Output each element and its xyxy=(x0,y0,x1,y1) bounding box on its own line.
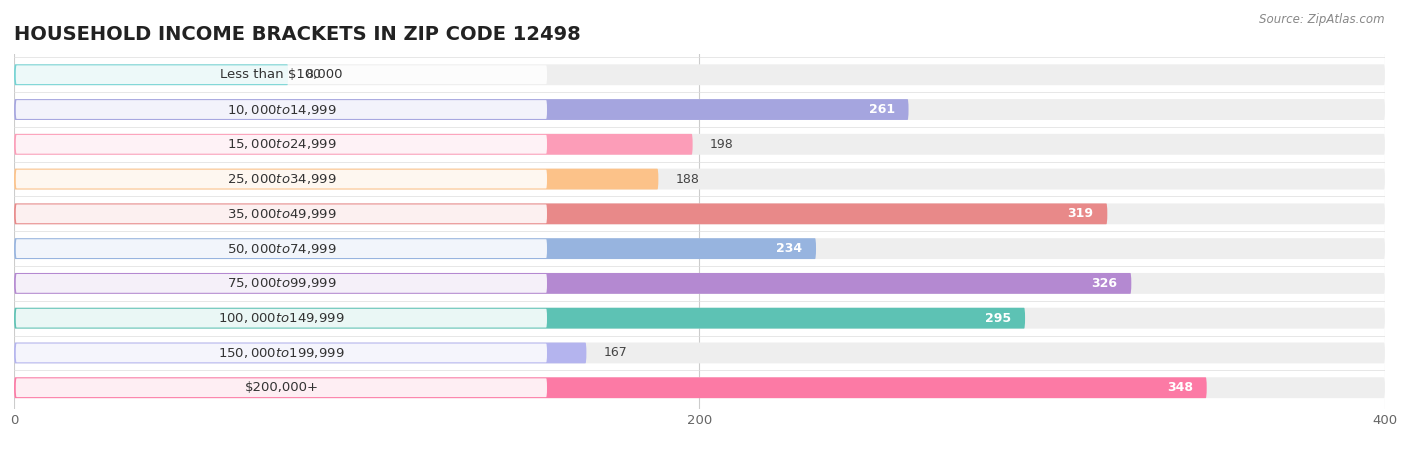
Text: 326: 326 xyxy=(1091,277,1118,290)
FancyBboxPatch shape xyxy=(14,169,658,189)
Text: $35,000 to $49,999: $35,000 to $49,999 xyxy=(226,207,336,221)
FancyBboxPatch shape xyxy=(15,204,547,223)
FancyBboxPatch shape xyxy=(15,100,547,119)
Text: 295: 295 xyxy=(986,312,1011,325)
FancyBboxPatch shape xyxy=(14,308,1385,329)
FancyBboxPatch shape xyxy=(14,134,1385,155)
FancyBboxPatch shape xyxy=(14,64,288,85)
Text: $75,000 to $99,999: $75,000 to $99,999 xyxy=(226,277,336,291)
Text: Less than $10,000: Less than $10,000 xyxy=(221,68,343,81)
FancyBboxPatch shape xyxy=(15,170,547,189)
FancyBboxPatch shape xyxy=(15,379,547,397)
FancyBboxPatch shape xyxy=(15,274,547,293)
Text: $10,000 to $14,999: $10,000 to $14,999 xyxy=(226,102,336,117)
FancyBboxPatch shape xyxy=(14,343,586,363)
FancyBboxPatch shape xyxy=(15,343,547,362)
FancyBboxPatch shape xyxy=(15,239,547,258)
FancyBboxPatch shape xyxy=(15,309,547,328)
Text: 80: 80 xyxy=(305,68,322,81)
FancyBboxPatch shape xyxy=(14,64,1385,85)
Text: 348: 348 xyxy=(1167,381,1192,394)
FancyBboxPatch shape xyxy=(14,203,1385,224)
FancyBboxPatch shape xyxy=(14,99,1385,120)
FancyBboxPatch shape xyxy=(14,273,1132,294)
FancyBboxPatch shape xyxy=(14,308,1025,329)
Text: 319: 319 xyxy=(1067,207,1094,220)
Text: 261: 261 xyxy=(869,103,894,116)
FancyBboxPatch shape xyxy=(14,169,1385,189)
FancyBboxPatch shape xyxy=(14,203,1108,224)
Text: 198: 198 xyxy=(710,138,734,151)
FancyBboxPatch shape xyxy=(14,99,908,120)
FancyBboxPatch shape xyxy=(14,238,815,259)
Text: $100,000 to $149,999: $100,000 to $149,999 xyxy=(218,311,344,325)
Text: 234: 234 xyxy=(776,242,803,255)
Text: HOUSEHOLD INCOME BRACKETS IN ZIP CODE 12498: HOUSEHOLD INCOME BRACKETS IN ZIP CODE 12… xyxy=(14,25,581,44)
FancyBboxPatch shape xyxy=(14,343,1385,363)
FancyBboxPatch shape xyxy=(14,134,693,155)
Text: 167: 167 xyxy=(603,347,627,360)
FancyBboxPatch shape xyxy=(14,238,1385,259)
Text: $50,000 to $74,999: $50,000 to $74,999 xyxy=(226,242,336,255)
FancyBboxPatch shape xyxy=(14,377,1385,398)
Text: $15,000 to $24,999: $15,000 to $24,999 xyxy=(226,137,336,151)
FancyBboxPatch shape xyxy=(15,66,547,84)
FancyBboxPatch shape xyxy=(14,377,1206,398)
FancyBboxPatch shape xyxy=(15,135,547,154)
Text: $200,000+: $200,000+ xyxy=(245,381,318,394)
Text: 188: 188 xyxy=(675,172,699,185)
FancyBboxPatch shape xyxy=(14,273,1385,294)
Text: $25,000 to $34,999: $25,000 to $34,999 xyxy=(226,172,336,186)
Text: $150,000 to $199,999: $150,000 to $199,999 xyxy=(218,346,344,360)
Text: Source: ZipAtlas.com: Source: ZipAtlas.com xyxy=(1260,13,1385,26)
